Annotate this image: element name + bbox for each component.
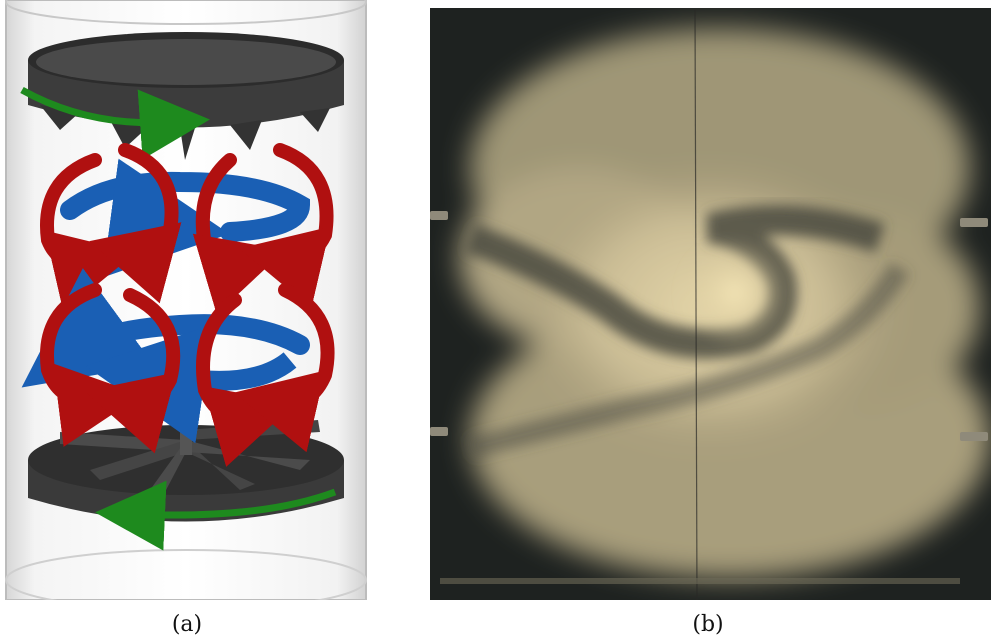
schematic-svg [5,0,367,600]
photo-vertical-line [694,8,698,600]
photo-screws [430,211,988,441]
caption-a: (a) [171,612,203,637]
photo-vortex-core [680,238,790,348]
panel-a-schematic [0,0,372,600]
cylinder-top-rim [5,0,367,25]
upper-poloidal-rolls [40,143,334,315]
cylinder-bottom-rim [5,549,367,600]
caption-b: (b) [692,612,724,637]
panel-b-photograph [430,8,991,600]
top-rotation-arrow [20,86,210,160]
bottom-rotation-arrow [95,480,337,551]
lower-poloidal-rolls [40,283,335,467]
photo-bottom-edge [440,578,960,584]
photograph-svg [430,8,991,600]
